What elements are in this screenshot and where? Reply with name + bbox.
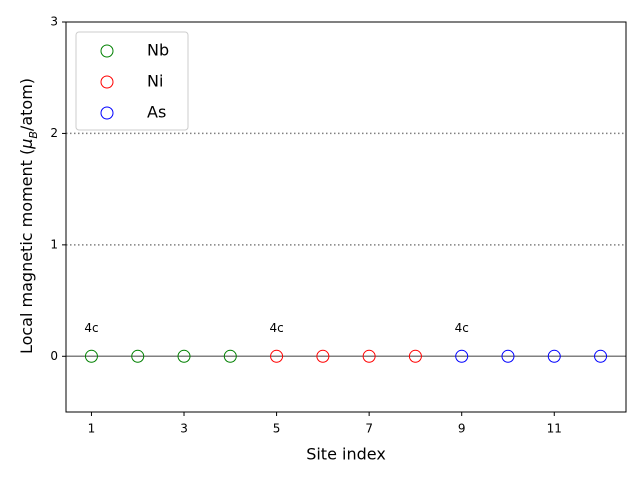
y-tick-label: 0 xyxy=(50,349,58,363)
point xyxy=(177,349,191,363)
point xyxy=(594,349,608,363)
y-label-part: Local magnetic moment ( xyxy=(17,149,36,354)
point xyxy=(223,349,237,363)
legend-label: Ni xyxy=(147,72,163,91)
x-tick-label: 1 xyxy=(88,422,96,436)
y-tick-label: 2 xyxy=(50,126,58,140)
y-tick-label: 1 xyxy=(50,237,58,251)
legend-marker xyxy=(100,106,114,120)
plot-frame xyxy=(65,21,627,413)
legend-marker xyxy=(100,75,114,89)
legend-label: Nb xyxy=(147,41,169,60)
annotation: 4c xyxy=(84,321,98,335)
y-axis-label: Local magnetic moment (μB/atom) xyxy=(17,78,40,354)
legend-box xyxy=(75,31,189,131)
point xyxy=(362,349,376,363)
legend-marker xyxy=(100,44,114,58)
x-axis-label: Site index xyxy=(306,445,386,464)
y-label-part: /atom) xyxy=(17,78,36,131)
annotation: 4c xyxy=(455,321,469,335)
point xyxy=(408,349,422,363)
x-tick-label: 3 xyxy=(180,422,188,436)
point xyxy=(84,349,98,363)
point xyxy=(316,349,330,363)
legend-label: As xyxy=(147,103,166,122)
point xyxy=(547,349,561,363)
y-label-part: μ xyxy=(17,139,36,150)
y-label-part: B xyxy=(27,131,40,139)
x-tick-label: 11 xyxy=(547,422,562,436)
point xyxy=(455,349,469,363)
point xyxy=(270,349,284,363)
annotation: 4c xyxy=(269,321,283,335)
y-tick-label: 3 xyxy=(50,15,58,29)
x-tick-label: 5 xyxy=(273,422,281,436)
x-tick-label: 9 xyxy=(458,422,466,436)
point xyxy=(501,349,515,363)
x-tick-label: 7 xyxy=(365,422,373,436)
point xyxy=(131,349,145,363)
